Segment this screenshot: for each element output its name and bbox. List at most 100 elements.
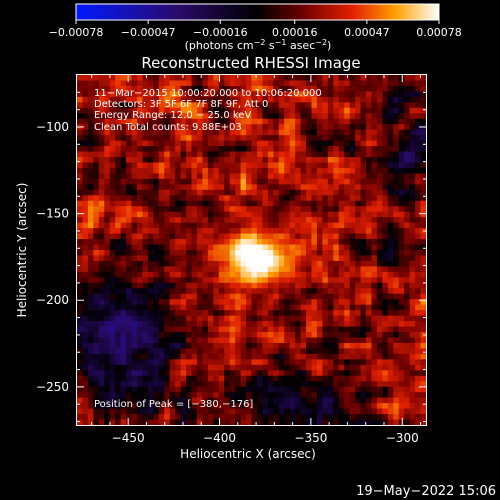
heatmap-cell	[126, 189, 133, 196]
heatmap-cell	[169, 91, 176, 98]
heatmap-cell	[218, 392, 225, 399]
heatmap-cell	[376, 332, 383, 339]
heatmap-cell	[306, 315, 313, 322]
heatmap-cell	[115, 370, 122, 377]
heatmap-cell	[349, 397, 356, 404]
heatmap-cell	[98, 304, 105, 311]
heatmap-cell	[120, 408, 127, 415]
heatmap-cell	[191, 310, 198, 317]
heatmap-cell	[191, 118, 198, 125]
heatmap-cell	[98, 96, 105, 103]
heatmap-cell	[376, 408, 383, 415]
heatmap-cell	[104, 75, 111, 82]
heatmap-cell	[251, 140, 258, 147]
heatmap-cell	[115, 217, 122, 224]
heatmap-cell	[158, 167, 165, 175]
heatmap-cell	[333, 288, 340, 295]
heatmap-cell	[344, 178, 351, 185]
heatmap-cell	[273, 118, 280, 125]
heatmap-cell	[338, 157, 345, 164]
heatmap-cell	[333, 403, 340, 410]
heatmap-cell	[338, 211, 345, 218]
heatmap-cell	[295, 80, 302, 87]
heatmap-cell	[404, 381, 411, 388]
heatmap-cell	[164, 342, 171, 350]
heatmap-cell	[142, 271, 149, 278]
heatmap-cell	[404, 364, 411, 371]
heatmap-cell	[366, 195, 373, 202]
heatmap-cell	[115, 282, 122, 289]
heatmap-cell	[327, 162, 334, 169]
heatmap-cell	[158, 414, 165, 421]
heatmap-cell	[109, 321, 116, 328]
heatmap-cell	[289, 250, 296, 257]
heatmap-cell	[115, 85, 122, 93]
heatmap-cell	[398, 211, 405, 218]
heatmap-cell	[404, 414, 411, 421]
heatmap-cell	[376, 173, 383, 180]
heatmap-cell	[180, 85, 187, 93]
heatmap-cell	[224, 217, 231, 224]
heatmap-cell	[349, 222, 356, 229]
heatmap-cell	[180, 217, 187, 224]
heatmap-cell	[262, 107, 269, 114]
heatmap-cell	[273, 146, 280, 153]
heatmap-cell	[109, 206, 116, 213]
heatmap-cell	[115, 146, 122, 153]
heatmap-cell	[164, 124, 171, 131]
heatmap-cell	[366, 266, 373, 273]
heatmap-cell	[284, 419, 291, 425]
heatmap-cell	[387, 129, 394, 136]
heatmap-cell	[153, 96, 160, 103]
heatmap-cell	[158, 255, 165, 262]
heatmap-cell	[278, 288, 285, 295]
heatmap-cell	[186, 342, 193, 350]
heatmap-cell	[322, 75, 329, 82]
heatmap-cell	[393, 107, 400, 114]
heatmap-cell	[153, 184, 160, 191]
heatmap-cell	[213, 96, 220, 103]
heatmap-cell	[376, 250, 383, 257]
heatmap-cell	[404, 107, 411, 114]
heatmap-cell	[289, 315, 296, 322]
heatmap-cell	[147, 375, 154, 382]
heatmap-cell	[355, 102, 362, 109]
heatmap-cell	[311, 342, 318, 350]
heatmap-cell	[316, 233, 323, 240]
heatmap-cell	[169, 277, 176, 284]
heatmap-cell	[229, 162, 236, 169]
heatmap-cell	[213, 189, 220, 196]
heatmap-cell	[191, 293, 198, 300]
heatmap-cell	[115, 419, 122, 425]
heatmap-cell	[87, 364, 94, 371]
heatmap-cell	[87, 392, 94, 399]
heatmap-cell	[82, 299, 89, 306]
heatmap-cell	[338, 80, 345, 87]
heatmap-cell	[131, 129, 138, 136]
heatmap-cell	[262, 173, 269, 180]
heatmap-cell	[202, 96, 209, 103]
heatmap-cell	[202, 250, 209, 257]
heatmap-cell	[349, 255, 356, 262]
heatmap-cell	[311, 332, 318, 339]
heatmap-cell	[306, 414, 313, 421]
heatmap-cell	[77, 299, 84, 306]
heatmap-cell	[235, 157, 242, 164]
heatmap-cell	[180, 332, 187, 339]
heatmap-cell	[109, 189, 116, 196]
heatmap-cell	[224, 206, 231, 213]
heatmap-cell	[218, 282, 225, 289]
heatmap-cell	[77, 151, 84, 158]
heatmap-cell	[366, 293, 373, 300]
heatmap-cell	[371, 239, 378, 246]
heatmap-cell	[273, 342, 280, 350]
heatmap-cell	[355, 332, 362, 339]
heatmap-cell	[251, 370, 258, 377]
heatmap-cell	[289, 375, 296, 382]
heatmap-cell	[109, 167, 116, 175]
heatmap-cell	[316, 392, 323, 399]
heatmap-cell	[115, 381, 122, 388]
heatmap-cell	[191, 370, 198, 377]
heatmap-cell	[382, 299, 389, 306]
heatmap-cell	[196, 135, 204, 142]
